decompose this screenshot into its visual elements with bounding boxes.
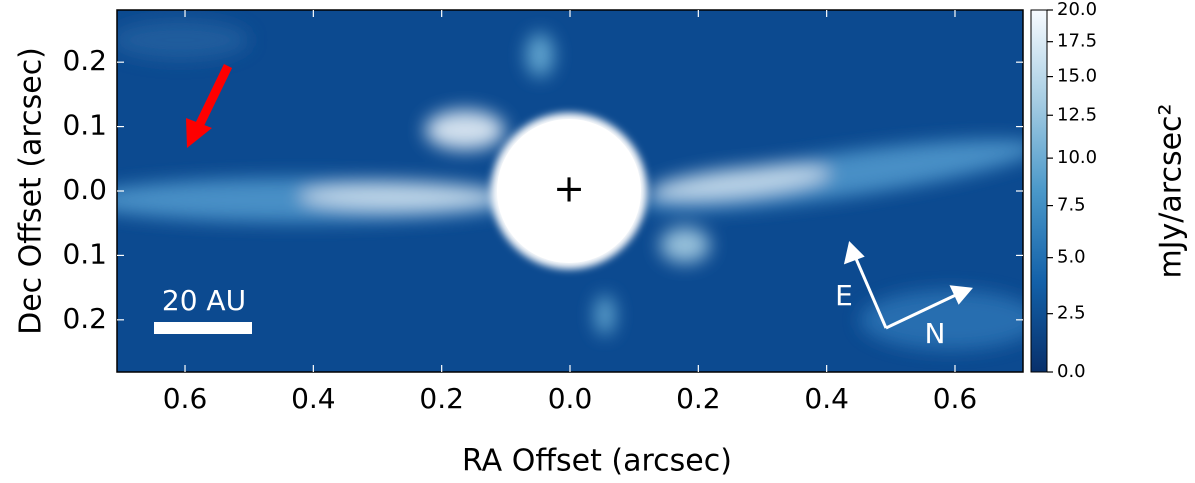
x-tick-label: 0.4 <box>291 382 336 415</box>
colorbar-tick-label: 12.5 <box>1057 104 1097 125</box>
colorbar-tick-label: 2.5 <box>1057 303 1086 324</box>
compass <box>843 241 973 330</box>
x-tick-label: 0.6 <box>933 382 978 415</box>
x-tick-label: 0.2 <box>419 382 464 415</box>
x-tick-label: 0.2 <box>676 382 721 415</box>
y-tick-label: 0.1 <box>62 237 107 270</box>
compass-north: N <box>925 317 946 350</box>
star-marker: + <box>553 167 585 211</box>
colorbar-label: mJy/arcsec² <box>1154 103 1189 278</box>
colorbar-tick-label: 0.0 <box>1057 361 1086 382</box>
x-axis-label: RA Offset (arcsec) <box>462 444 732 479</box>
scale-bar <box>154 322 252 334</box>
y-axis-label: Dec Offset (arcsec) <box>14 47 49 335</box>
x-tick-label: 0.0 <box>548 382 593 415</box>
direction-arrow <box>186 64 233 148</box>
image <box>117 10 1023 372</box>
compass-east: E <box>835 279 853 312</box>
y-tick-label: 0.2 <box>62 44 107 77</box>
colorbar-tick-label: 20.0 <box>1057 0 1097 20</box>
y-tick-label: 0.0 <box>62 173 107 206</box>
colorbar-tick-label: 7.5 <box>1057 195 1086 216</box>
y-tick-label: 0.1 <box>62 109 107 142</box>
colorbar <box>1030 9 1048 373</box>
x-tick-label: 0.6 <box>163 382 208 415</box>
colorbar-tick-label: 10.0 <box>1057 147 1097 168</box>
colorbar-tick-label: 5.0 <box>1057 247 1086 268</box>
colorbar-tick-label: 17.5 <box>1057 31 1097 52</box>
x-tick-label: 0.4 <box>804 382 849 415</box>
y-tick-label: 0.2 <box>62 302 107 335</box>
colorbar-tick-label: 15.0 <box>1057 66 1097 87</box>
scale-bar-label: 20 AU <box>162 284 246 317</box>
